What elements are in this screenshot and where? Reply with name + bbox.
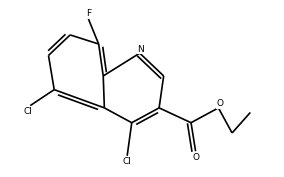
Text: F: F (86, 9, 91, 18)
Text: O: O (192, 153, 199, 162)
Text: O: O (216, 99, 223, 108)
Text: Cl: Cl (123, 157, 131, 166)
Text: Cl: Cl (24, 107, 32, 116)
Text: N: N (137, 45, 144, 54)
